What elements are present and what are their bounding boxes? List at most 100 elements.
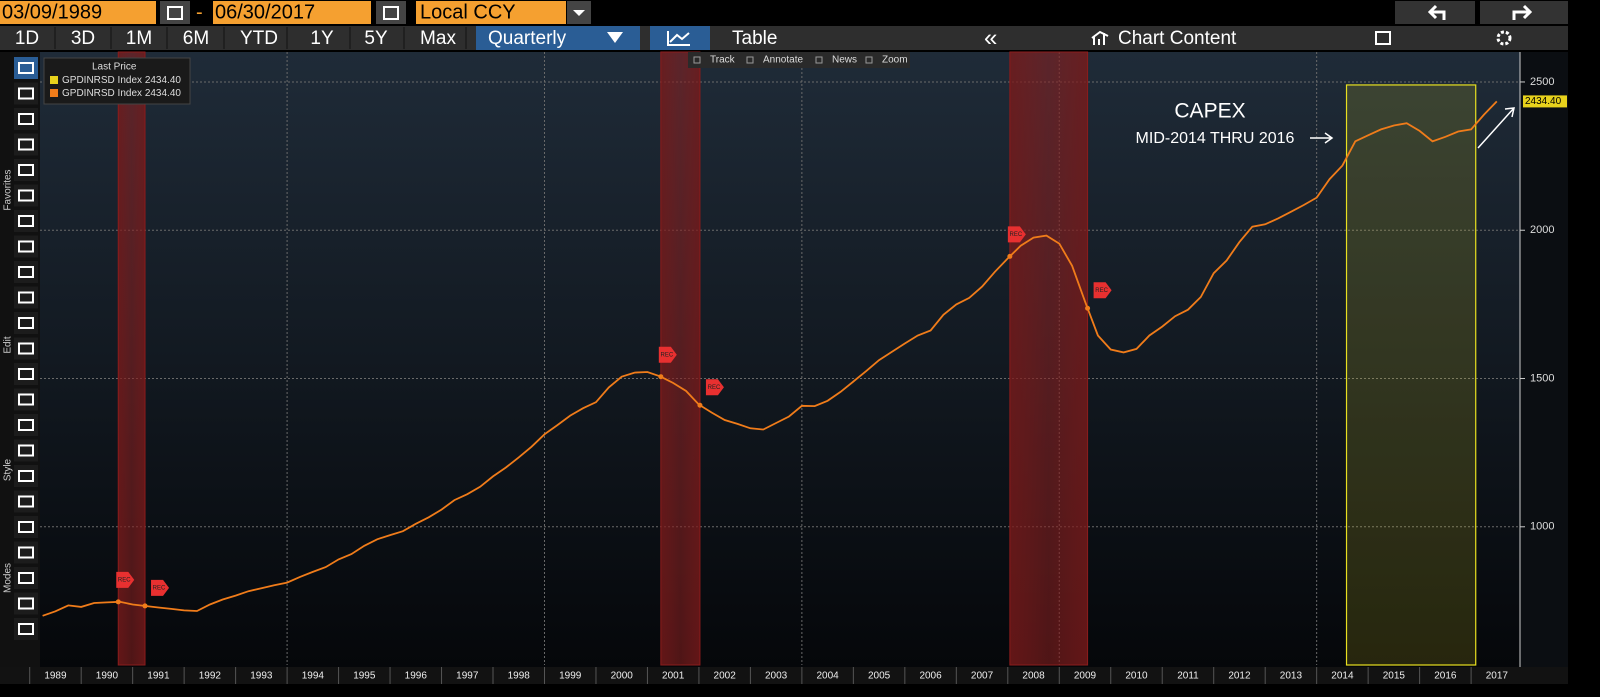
tool-icon — [815, 56, 823, 64]
chart-tool[interactable]: Annotate — [763, 55, 803, 66]
tool-button[interactable] — [14, 235, 38, 258]
end-date-field[interactable] — [213, 1, 371, 24]
collapse-icon[interactable]: « — [984, 24, 997, 51]
tool-button[interactable] — [14, 286, 38, 309]
last-value-box — [1523, 95, 1567, 108]
rec-marker[interactable] — [151, 579, 170, 596]
calendar-button[interactable] — [376, 1, 406, 24]
tool-glyph — [18, 164, 34, 176]
tool-button[interactable] — [14, 57, 38, 79]
x-tick-label: 2017 — [1486, 671, 1509, 682]
tool-button[interactable] — [14, 159, 38, 181]
period-button[interactable]: Max — [420, 28, 456, 49]
currency-field[interactable] — [416, 1, 566, 24]
recession-band — [1009, 51, 1089, 666]
rec-marker[interactable] — [116, 571, 135, 588]
chart-tool[interactable]: News — [832, 55, 857, 66]
calendar-icon — [167, 6, 183, 20]
tool-button[interactable] — [14, 388, 38, 411]
legend — [43, 57, 191, 105]
y-tick-label: 1500 — [1530, 372, 1554, 384]
period-button[interactable]: 3D — [71, 28, 95, 49]
tool-glyph — [18, 368, 34, 380]
x-tick-label: 1998 — [508, 671, 531, 682]
tool-button[interactable] — [14, 592, 38, 615]
legend-label: GPDINRSD Index 2434.40 — [62, 88, 181, 99]
tool-glyph — [18, 138, 34, 151]
settings-icon[interactable] — [1496, 30, 1512, 46]
table-view[interactable]: Table — [732, 28, 777, 49]
recession-point — [115, 599, 121, 605]
tool-button[interactable] — [14, 210, 38, 232]
chart-content[interactable]: Chart Content — [1118, 28, 1237, 49]
period-buttons: 1D 3D 1M 6M YTD 1Y 5Y Max — [15, 27, 467, 49]
tool-button[interactable] — [14, 516, 38, 538]
x-tick-label: 2016 — [1434, 671, 1457, 682]
rec-marker[interactable] — [705, 379, 724, 396]
tool-icon — [693, 56, 701, 64]
rec-label: REC — [660, 352, 673, 358]
recession-point — [697, 402, 703, 408]
tool-glyph — [18, 623, 34, 635]
period-button[interactable]: 1M — [126, 28, 152, 49]
currency[interactable]: Local CCY — [420, 1, 516, 23]
tool-button[interactable] — [14, 414, 38, 436]
tool-button[interactable] — [14, 363, 38, 385]
tool-button[interactable] — [14, 541, 38, 564]
x-tick-label: 2001 — [662, 671, 685, 682]
rec-marker[interactable] — [1007, 226, 1026, 243]
tool-button[interactable] — [14, 133, 38, 156]
tool-button[interactable] — [14, 337, 38, 360]
redo-icon — [1512, 4, 1533, 20]
edit-icon[interactable] — [1375, 31, 1391, 45]
start-date[interactable]: 03/09/1989 — [2, 1, 102, 23]
tool-glyph — [18, 317, 34, 329]
tool-button[interactable] — [14, 82, 38, 105]
rec-label: REC — [708, 385, 721, 391]
tool-button[interactable] — [14, 567, 38, 589]
period-button[interactable]: 1D — [15, 28, 39, 49]
last-value-label: 2434.40 — [1525, 96, 1562, 107]
chart-tools: Track Annotate News Zoom — [693, 55, 908, 66]
x-tick-label: 2005 — [868, 671, 891, 682]
sidebar-section: Favorites — [3, 169, 14, 210]
x-tick-label: 1990 — [96, 671, 119, 682]
tool-button[interactable] — [14, 261, 38, 283]
legend-value: 2434.40 — [145, 75, 182, 86]
period-button[interactable]: 5Y — [364, 28, 388, 49]
calendar-button[interactable] — [160, 1, 190, 24]
tool-glyph — [18, 215, 34, 227]
legend-title: Last Price — [92, 62, 137, 73]
rec-marker[interactable] — [1093, 282, 1112, 299]
annotation: CAPEX — [1174, 100, 1245, 123]
tool-button[interactable] — [14, 184, 38, 207]
x-tick-label: 2012 — [1228, 671, 1251, 682]
capex-band — [1345, 84, 1477, 666]
undo-icon — [1427, 4, 1446, 20]
end-date[interactable]: 06/30/2017 — [215, 1, 315, 23]
tool-button[interactable] — [14, 490, 38, 513]
tool-button[interactable] — [14, 439, 38, 462]
frequency[interactable]: Quarterly — [488, 28, 567, 49]
annotation: MID-2014 THRU 2016 — [1136, 130, 1295, 147]
period-button[interactable]: 6M — [183, 28, 209, 49]
tool-button[interactable] — [14, 312, 38, 334]
tool-button[interactable] — [14, 465, 38, 487]
tool-glyph — [18, 572, 34, 584]
x-tick-label: 2002 — [714, 671, 737, 682]
legend-swatch — [50, 76, 58, 84]
rec-label: REC — [1010, 232, 1023, 238]
tool-button[interactable] — [14, 618, 38, 640]
period-button[interactable]: 1Y — [310, 28, 334, 49]
legend-swatch — [50, 89, 58, 97]
dropdown-arrow — [573, 10, 585, 16]
x-tick-label: 2014 — [1331, 671, 1354, 682]
chart-tool[interactable]: Track — [710, 55, 736, 66]
start-date-field[interactable] — [0, 1, 156, 24]
rec-marker[interactable] — [658, 346, 677, 363]
chart-tool[interactable]: Zoom — [882, 55, 908, 66]
tool-button[interactable] — [14, 108, 38, 130]
recession-point — [658, 374, 664, 380]
period-button[interactable]: YTD — [240, 28, 278, 49]
